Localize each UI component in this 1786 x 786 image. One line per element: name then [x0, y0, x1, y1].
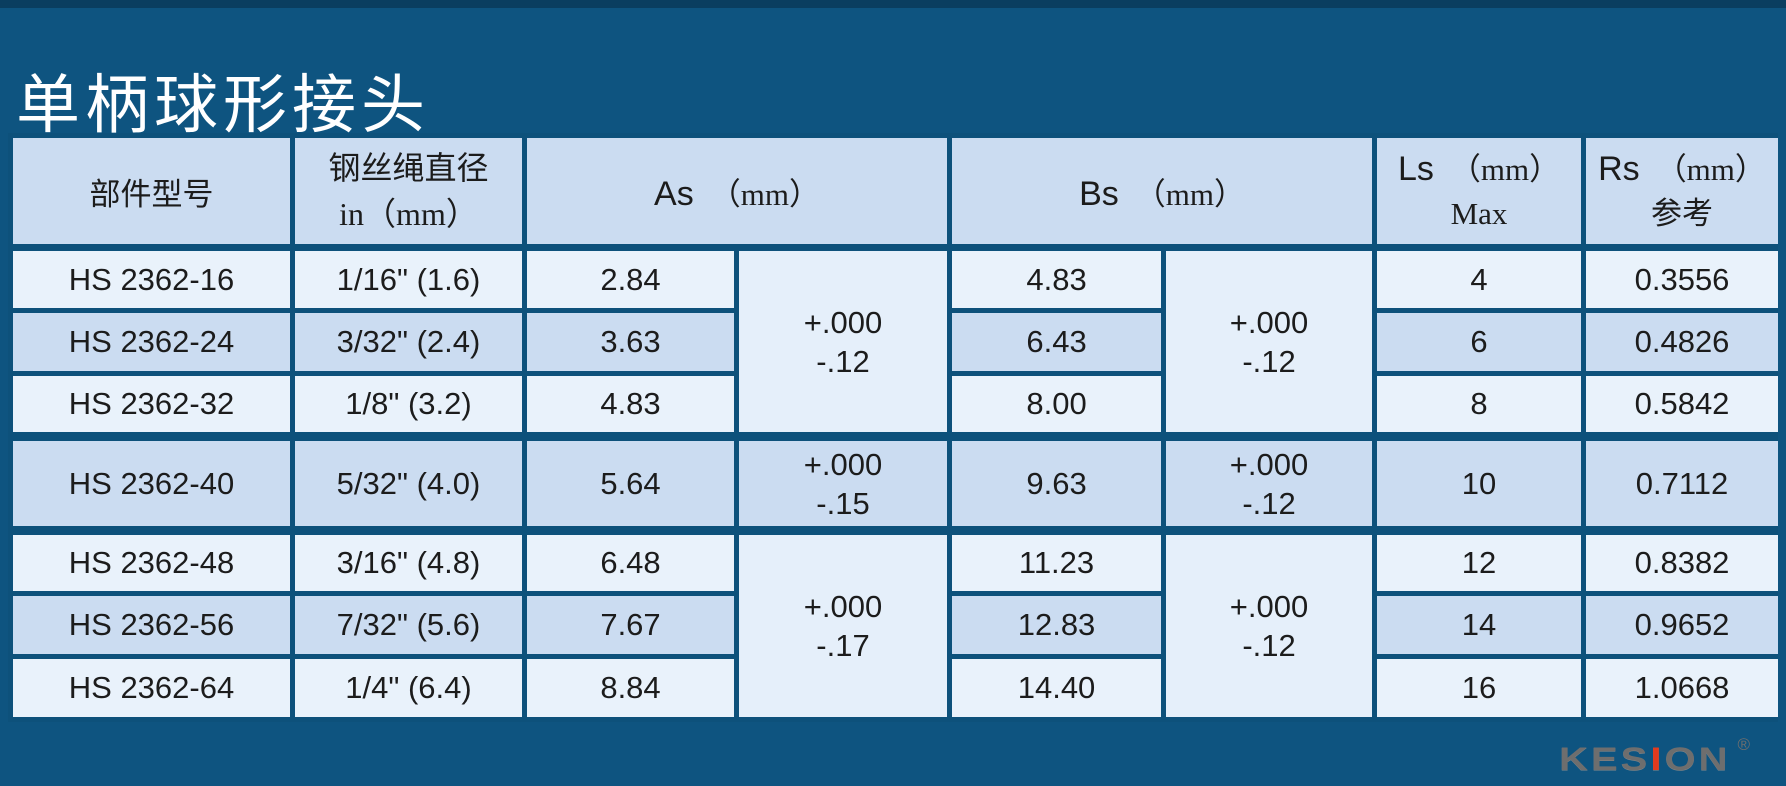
table-row: HS 2362-24 3/32" (2.4) 3.63 6.43 6 0.4826: [8, 308, 1778, 376]
col-header-ls: Ls （mm） Max: [1372, 133, 1587, 251]
as-value-cell: 6.48: [522, 526, 739, 596]
col-header-as: As （mm）: [521, 133, 953, 251]
spec-table-body: HS 2362-16 1/16" (1.6) 2.84 +.000 -.12 4.83 +.…: [8, 245, 1778, 722]
col-header-wire-diameter: 钢丝绳直径 in（mm）: [290, 133, 527, 251]
ls-value-cell: 6: [1372, 308, 1587, 376]
bs-value-cell: 8.00: [947, 371, 1167, 439]
rs-value-cell: 0.8382: [1581, 526, 1778, 596]
diameter-cell: 3/32" (2.4): [290, 308, 527, 376]
top-stripe: [0, 0, 1786, 8]
part-number-cell: HS 2362-24: [8, 308, 295, 376]
as-value-cell: 7.67: [522, 591, 739, 659]
ls-value-cell: 8: [1372, 371, 1587, 439]
registered-trademark-icon: ®: [1737, 735, 1750, 754]
part-number-cell: HS 2362-48: [8, 526, 295, 596]
bs-value-cell: 12.83: [947, 591, 1167, 659]
ls-header-unit: （mm）: [1449, 151, 1561, 187]
wire-diameter-line1: 钢丝绳直径: [328, 150, 489, 186]
rs-value-cell: 0.9652: [1581, 591, 1778, 659]
kesion-logo: KESION ®: [1559, 733, 1750, 778]
bs-value-cell: 6.43: [947, 308, 1167, 376]
as-value-cell: 8.84: [522, 654, 739, 722]
rs-value-cell: 0.4826: [1581, 308, 1778, 376]
rs-value-cell: 0.7112: [1581, 432, 1778, 533]
ls-value-cell: 16: [1372, 654, 1587, 722]
diameter-cell: 7/32" (5.6): [290, 591, 527, 659]
table-row: HS 2362-48 3/16" (4.8) 6.48 +.000 -.17 11.23 +…: [8, 526, 1778, 722]
bs-tolerance-cell: +.000 -.12: [1161, 526, 1378, 722]
spec-table-container: 部件型号 钢丝绳直径 in（mm） As （mm） Bs （mm） Ls （mm） M…: [8, 133, 1778, 778]
table-row: HS 2362-64 1/4" (6.4) 8.84 14.40 16 1.0668: [8, 654, 1778, 722]
spec-table: 部件型号 钢丝绳直径 in（mm） As （mm） Bs （mm） Ls （mm） M…: [8, 133, 1778, 722]
as-tolerance-cell: +.000 -.12: [733, 245, 953, 439]
ls-value-cell: 4: [1372, 245, 1587, 313]
part-number-cell: HS 2362-16: [8, 245, 295, 313]
as-value-cell: 5.64: [522, 432, 739, 533]
bs-value-cell: 4.83: [947, 245, 1167, 313]
ls-header-max: Max: [1450, 195, 1508, 231]
rs-value-cell: 0.3556: [1581, 245, 1778, 313]
wire-diameter-line2: in（mm）: [339, 196, 478, 232]
bs-header-label: Bs: [1079, 174, 1119, 213]
col-header-part-number: 部件型号: [8, 133, 295, 251]
col-header-rs: Rs （mm） 参考: [1581, 133, 1778, 251]
rs-header-reference: 参考: [1651, 195, 1714, 231]
rs-value-cell: 0.5842: [1581, 371, 1778, 439]
logo-letter: K: [1559, 741, 1591, 778]
logo-letter: S: [1620, 741, 1651, 778]
diameter-cell: 3/16" (4.8): [290, 526, 527, 596]
diameter-cell: 1/16" (1.6): [290, 245, 527, 313]
as-value-cell: 3.63: [522, 308, 739, 376]
bs-value-cell: 9.63: [947, 432, 1167, 533]
rs-header-unit: （mm）: [1655, 151, 1766, 187]
bs-tolerance-cell: +.000 -.12: [1161, 432, 1378, 533]
logo-letter: N: [1698, 741, 1731, 778]
table-row: HS 2362-32 1/8" (3.2) 4.83 8.00 8 0.5842: [8, 371, 1778, 439]
ls-value-cell: 10: [1372, 432, 1587, 533]
bs-value-cell: 14.40: [947, 654, 1167, 722]
part-number-cell: HS 2362-40: [8, 432, 295, 533]
col-header-bs: Bs （mm）: [947, 133, 1378, 251]
diameter-cell: 1/8" (3.2): [290, 371, 527, 439]
as-tolerance-cell: +.000 -.15: [733, 432, 953, 533]
as-header-label: As: [654, 174, 694, 213]
table-row: HS 2362-16 1/16" (1.6) 2.84 +.000 -.12 4.83 +.…: [8, 245, 1778, 439]
kesion-logo-text: KESION: [1559, 741, 1730, 778]
bs-value-cell: 11.23: [947, 526, 1167, 596]
bs-tolerance-cell: +.000 -.12: [1161, 245, 1378, 439]
page-title: 单柄球形接头: [16, 69, 430, 141]
bs-header-unit: （mm）: [1134, 176, 1245, 212]
as-value-cell: 2.84: [522, 245, 739, 313]
table-row: HS 2362-40 5/32" (4.0) 5.64 +.000 -.15 9.63 +.…: [8, 432, 1778, 533]
ls-value-cell: 12: [1372, 526, 1587, 596]
part-number-cell: HS 2362-56: [8, 591, 295, 659]
ls-header-label: Ls: [1397, 149, 1434, 188]
logo-letter: E: [1590, 741, 1621, 778]
as-tolerance-cell: +.000 -.17: [733, 526, 953, 722]
as-value-cell: 4.83: [522, 371, 739, 439]
table-row: HS 2362-56 7/32" (5.6) 7.67 12.83 14 0.9652: [8, 591, 1778, 659]
part-number-cell: HS 2362-64: [8, 654, 295, 722]
rs-header-label: Rs: [1598, 149, 1640, 188]
diameter-cell: 1/4" (6.4): [290, 654, 527, 722]
ls-value-cell: 14: [1372, 591, 1587, 659]
as-header-unit: （mm）: [709, 176, 820, 212]
part-number-cell: HS 2362-32: [8, 371, 295, 439]
part-header-label: 部件型号: [89, 176, 214, 212]
logo-accent-letter: I: [1650, 741, 1665, 778]
diameter-cell: 5/32" (4.0): [290, 432, 527, 533]
header-row: 部件型号 钢丝绳直径 in（mm） As （mm） Bs （mm） Ls （mm） M…: [8, 133, 1778, 251]
rs-value-cell: 1.0668: [1581, 654, 1778, 722]
logo-letter: O: [1664, 741, 1699, 778]
